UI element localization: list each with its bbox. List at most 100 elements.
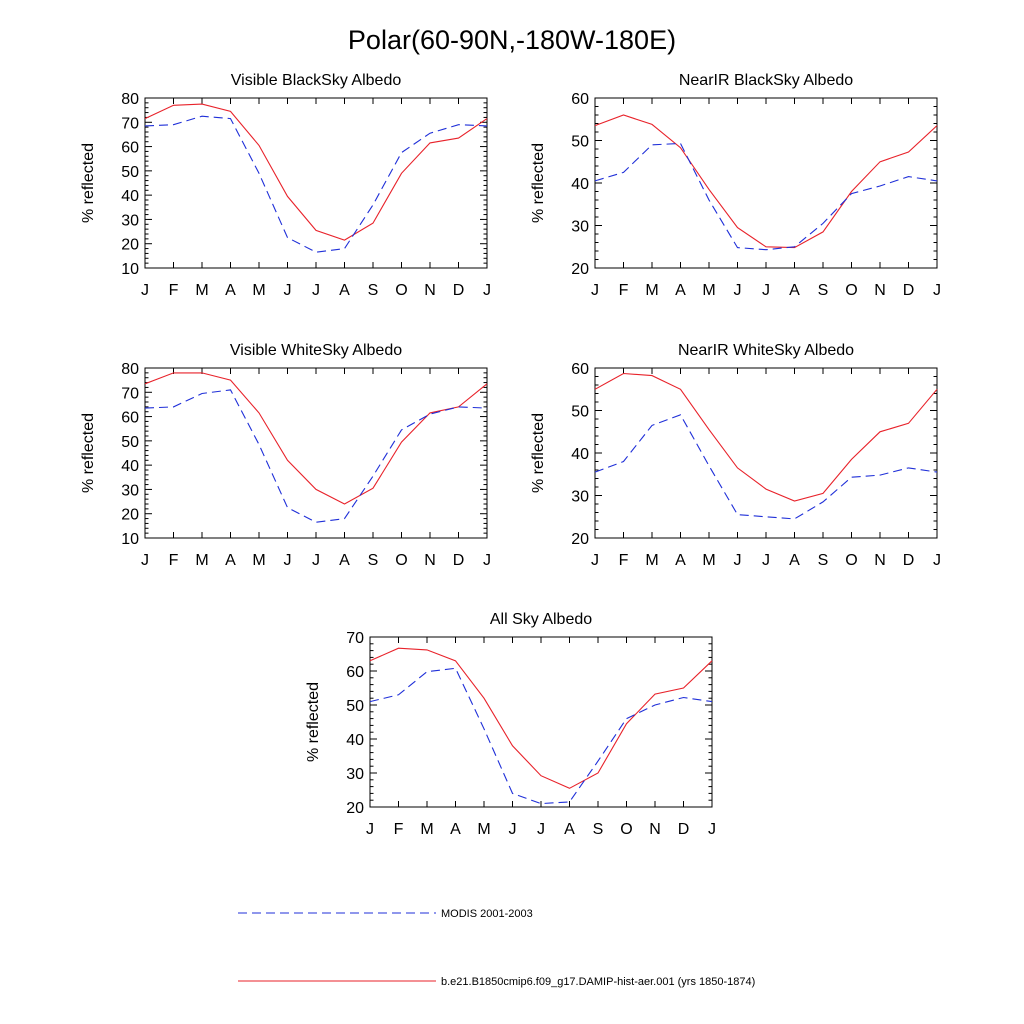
- x-tick-label: J: [708, 821, 716, 838]
- y-tick-label: 50: [121, 164, 139, 181]
- panel-title: Visible WhiteSky Albedo: [230, 342, 402, 359]
- x-tick-label: M: [195, 552, 208, 569]
- series-line-model: [594, 114, 938, 249]
- legend-modis-label: MODIS 2001-2003: [441, 908, 533, 920]
- x-tick-label: J: [509, 821, 517, 838]
- series-line-modis: [594, 142, 938, 251]
- panel-title: All Sky Albedo: [490, 611, 592, 628]
- panel-title: Visible BlackSky Albedo: [231, 72, 402, 89]
- y-tick-label: 30: [571, 219, 589, 236]
- x-tick-label: S: [368, 552, 379, 569]
- x-tick-label: N: [874, 552, 886, 569]
- x-tick-label: O: [845, 282, 857, 299]
- x-tick-label: S: [818, 552, 829, 569]
- y-tick-label: 50: [571, 404, 589, 421]
- x-tick-label: M: [702, 552, 715, 569]
- panel-title: NearIR WhiteSky Albedo: [678, 342, 854, 359]
- series-line-modis: [144, 115, 488, 253]
- x-tick-label: N: [424, 282, 436, 299]
- y-axis-label: % reflected: [530, 413, 547, 493]
- x-tick-label: J: [734, 552, 742, 569]
- series-line-model: [594, 372, 938, 502]
- y-tick-label: 10: [121, 261, 139, 278]
- x-tick-label: A: [789, 552, 800, 569]
- x-tick-label: J: [284, 552, 292, 569]
- plot-frame: [594, 367, 938, 539]
- y-tick-label: 60: [121, 140, 139, 157]
- x-tick-label: A: [225, 282, 236, 299]
- x-tick-label: A: [339, 282, 350, 299]
- x-tick-label: S: [593, 821, 604, 838]
- x-tick-label: M: [195, 282, 208, 299]
- x-tick-label: J: [483, 282, 491, 299]
- series-line-model: [369, 647, 713, 789]
- y-tick-label: 50: [121, 434, 139, 451]
- y-axis-label: % reflected: [80, 143, 97, 223]
- x-tick-label: M: [477, 821, 490, 838]
- x-tick-label: S: [818, 282, 829, 299]
- y-tick-label: 80: [121, 91, 139, 108]
- x-tick-label: J: [141, 552, 149, 569]
- x-tick-label: A: [450, 821, 461, 838]
- legend: MODIS 2001-2003 b.e21.B1850cmip6.f09_g17…: [238, 908, 755, 988]
- x-tick-label: N: [424, 552, 436, 569]
- x-tick-label: O: [620, 821, 632, 838]
- y-tick-label: 20: [346, 800, 364, 817]
- x-tick-label: J: [591, 552, 599, 569]
- x-tick-label: M: [420, 821, 433, 838]
- x-tick-label: M: [645, 282, 658, 299]
- plot-frame: [369, 636, 713, 808]
- x-tick-label: N: [649, 821, 661, 838]
- x-tick-label: D: [453, 552, 465, 569]
- y-axis-label: % reflected: [80, 413, 97, 493]
- x-tick-label: A: [564, 821, 575, 838]
- y-tick-label: 60: [121, 410, 139, 427]
- x-tick-label: J: [284, 282, 292, 299]
- y-tick-label: 20: [121, 237, 139, 254]
- x-tick-label: J: [734, 282, 742, 299]
- x-tick-label: A: [675, 282, 686, 299]
- plot-frame: [594, 97, 938, 269]
- x-tick-label: D: [903, 552, 915, 569]
- x-tick-label: J: [762, 552, 770, 569]
- y-tick-label: 70: [121, 385, 139, 402]
- x-tick-label: J: [366, 821, 374, 838]
- y-tick-label: 30: [346, 766, 364, 783]
- y-tick-label: 40: [346, 732, 364, 749]
- x-tick-label: F: [169, 552, 179, 569]
- x-tick-label: J: [312, 552, 320, 569]
- panel-title: NearIR BlackSky Albedo: [679, 72, 853, 89]
- y-tick-label: 30: [571, 489, 589, 506]
- x-tick-label: J: [762, 282, 770, 299]
- y-tick-label: 60: [346, 664, 364, 681]
- x-tick-label: N: [874, 282, 886, 299]
- x-tick-label: O: [845, 552, 857, 569]
- legend-model-label: b.e21.B1850cmip6.f09_g17.DAMIP-hist-aer.…: [441, 976, 755, 988]
- x-tick-label: J: [933, 552, 941, 569]
- series-line-modis: [594, 414, 938, 520]
- plot-frame: [144, 97, 488, 269]
- x-tick-label: D: [903, 282, 915, 299]
- y-tick-label: 40: [571, 446, 589, 463]
- y-tick-label: 70: [346, 630, 364, 647]
- x-tick-label: M: [702, 282, 715, 299]
- x-tick-label: S: [368, 282, 379, 299]
- x-tick-label: J: [141, 282, 149, 299]
- series-line-modis: [369, 667, 713, 805]
- x-tick-label: F: [619, 282, 629, 299]
- series-line-model: [144, 103, 488, 241]
- x-tick-label: F: [169, 282, 179, 299]
- series-line-modis: [144, 389, 488, 523]
- x-tick-label: M: [645, 552, 658, 569]
- x-tick-label: A: [789, 282, 800, 299]
- x-tick-label: F: [619, 552, 629, 569]
- plot-frame: [144, 367, 488, 539]
- x-tick-label: A: [339, 552, 350, 569]
- x-tick-label: A: [675, 552, 686, 569]
